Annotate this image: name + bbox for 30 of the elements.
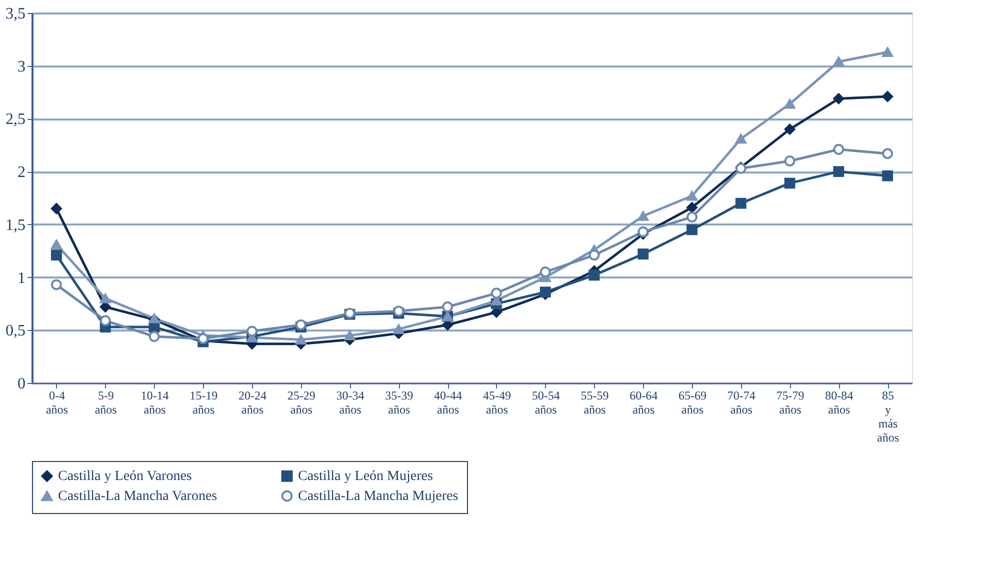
x-tick-label: 85 y más años [877,388,900,444]
y-tick-label: 0,5 [6,322,26,340]
x-tick-label: 45-49 años [482,388,511,416]
x-tick-label: 5-9 años [94,388,118,416]
x-tick-label: 0-4 años [46,388,68,416]
x-tick-label: 25-29 años [287,388,316,416]
x-tick-label: 30-34 años [336,388,364,416]
y-tick-label: 0 [18,376,26,392]
x-tick-label: 35-39 años [385,388,414,416]
y-tick-label: 2,5 [6,111,26,128]
y-tick-label: 2 [18,164,26,182]
legend-label: Castilla y León Mujeres [298,469,433,484]
x-tick-label: 10-14 años [140,388,169,416]
y-tick-label: 3,5 [6,6,26,22]
legend-label: Castilla-La Mancha Mujeres [298,489,458,504]
x-tick-label: 50-54 años [532,388,560,416]
y-tick-label: 1,5 [6,216,26,234]
x-tick-label: 40-44 años [434,388,462,416]
x-tick-label: 65-69 años [678,388,706,416]
x-tick-label: 75-79 años [776,388,804,416]
legend-label: Castilla-La Mancha Varones [58,489,218,504]
y-tick-label: 1 [18,270,26,287]
y-tick-label: 3 [18,58,26,76]
x-tick-label: 55-59 años [580,388,609,416]
x-tick-label: 15-19 años [190,388,218,416]
x-tick-label: 20-24 años [238,388,266,416]
legend-label: Castilla y León Varones [58,469,192,484]
x-tick-label: 80-84 años [825,388,854,416]
x-tick-label: 70-74 años [727,388,756,416]
x-tick-label: 60-64 años [630,388,658,416]
